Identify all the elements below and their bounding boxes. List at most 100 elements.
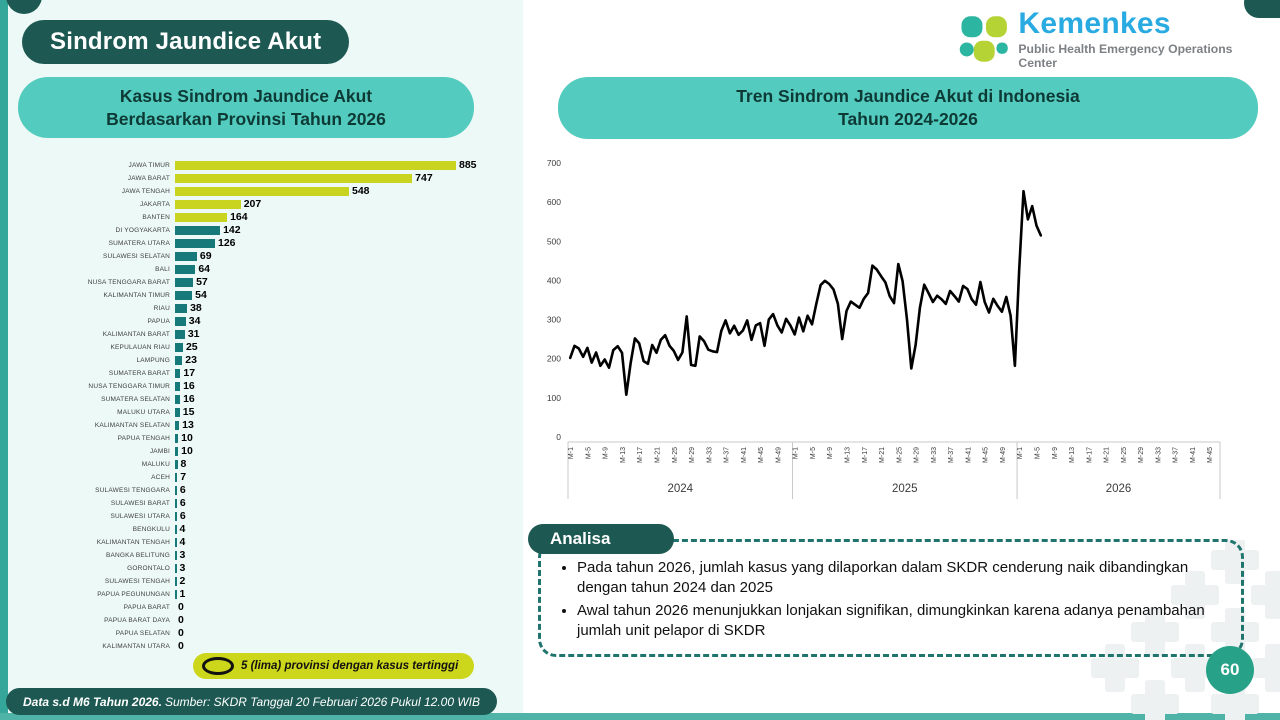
bar-label: SULAWESI UTARA (110, 513, 170, 520)
x-axis-week-label: M-29 (689, 447, 696, 463)
bar-label: JAWA BARAT (127, 175, 170, 182)
y-axis-tick-label: 400 (547, 275, 561, 285)
bar-row: JAWA BARAT 747 (82, 172, 512, 185)
bar-label: SULAWESI TENGGARA (95, 487, 170, 494)
bar-row: PAPUA SELATAN 0 (82, 627, 512, 640)
bar-label: NUSA TENGGARA BARAT (87, 279, 170, 286)
analysis-bullet: Awal tahun 2026 menunjukkan lonjakan sig… (577, 601, 1223, 642)
bar-row: PAPUA BARAT 0 (82, 601, 512, 614)
bar (175, 329, 185, 340)
bar-label: DI YOGYAKARTA (115, 227, 170, 234)
logo-text: Kemenkes Public Health Emergency Operati… (1018, 8, 1258, 70)
bar-value: 13 (182, 419, 194, 432)
bar-label: KALIMANTAN BARAT (102, 331, 170, 338)
bar-label: JAMBI (149, 448, 170, 455)
line-chart-title-line1: Tren Sindrom Jaundice Akut di Indonesia (736, 86, 1080, 107)
bar-chart-title-line1: Kasus Sindrom Jaundice Akut (119, 85, 373, 106)
highlight-oval-icon (202, 657, 234, 675)
x-axis-week-label: M-49 (775, 447, 782, 463)
bar-row: PAPUA 34 (82, 315, 512, 328)
bar-label: JAKARTA (139, 201, 170, 208)
bar (175, 420, 180, 431)
bar-row: RIAU 38 (82, 302, 512, 315)
bar-label: PAPUA SELATAN (115, 630, 170, 637)
bar-label: RIAU (153, 305, 170, 312)
bar-label: SUMATERA UTARA (108, 240, 170, 247)
bar (175, 498, 177, 509)
kemenkes-logo: Kemenkes Public Health Emergency Operati… (958, 8, 1258, 70)
x-axis-week-label: M-5 (810, 447, 817, 459)
x-axis-week-label: M-29 (914, 447, 921, 463)
bar (175, 342, 183, 353)
y-axis-tick-label: 500 (547, 236, 561, 246)
bar-chart-title: Kasus Sindrom Jaundice Akut Berdasarkan … (18, 77, 474, 138)
bar-row: SULAWESI TENGGARA 6 (82, 484, 512, 497)
bar (175, 550, 177, 561)
bar-label: KALIMANTAN TIMUR (103, 292, 170, 299)
bar-value: 57 (196, 276, 208, 289)
legend-label: 5 (lima) provinsi dengan kasus tertinggi (241, 660, 459, 672)
x-axis-year-label: 2025 (892, 483, 918, 495)
page-title-label: Sindrom Jaundice Akut (50, 28, 322, 55)
bar-label: JAWA TIMUR (128, 162, 170, 169)
bar-label: GORONTALO (127, 565, 170, 572)
bar-value: 16 (183, 380, 195, 393)
bar (175, 355, 183, 366)
bar-label: PAPUA PEGUNUNGAN (97, 591, 170, 598)
x-axis-week-label: M-17 (862, 447, 869, 463)
data-source-footer: Data s.d M6 Tahun 2026. Sumber: SKDR Tan… (6, 688, 498, 715)
bar-label: KALIMANTAN TENGAH (96, 539, 170, 546)
bar-value: 3 (179, 549, 186, 562)
bar (175, 199, 241, 210)
bar (175, 394, 181, 405)
y-axis-tick-label: 300 (547, 315, 561, 325)
bar-value: 64 (198, 263, 210, 276)
bar (175, 225, 221, 236)
bar-value: 0 (178, 614, 184, 627)
bar-value: 15 (182, 406, 195, 419)
bar-value: 54 (195, 289, 207, 302)
analysis-badge: Analisa (528, 524, 674, 554)
bar (175, 433, 179, 444)
x-axis-week-label: M-37 (724, 447, 731, 463)
page-number-badge: 60 (1206, 646, 1254, 694)
bar-label: BANGKA BELITUNG (105, 552, 170, 559)
x-axis-week-label: M-45 (983, 447, 990, 463)
bar (175, 303, 188, 314)
bar-value: 38 (190, 302, 202, 315)
bar-row: SULAWESI SELATAN 69 (82, 250, 512, 263)
x-axis-week-label: M-33 (1155, 447, 1162, 463)
x-axis-week-label: M-21 (879, 447, 886, 463)
x-axis-week-label: M-17 (1086, 447, 1093, 463)
bar-value: 4 (179, 536, 186, 549)
bar (175, 511, 177, 522)
bar (175, 251, 197, 262)
x-axis-week-label: M-21 (655, 447, 662, 463)
bar-value: 10 (181, 432, 193, 445)
bar-value: 23 (185, 354, 197, 367)
bar-value: 885 (458, 159, 477, 172)
x-axis-week-label: M-33 (931, 447, 938, 463)
bar-label: SULAWESI TENGAH (104, 578, 170, 585)
bar-row: BANGKA BELITUNG 3 (82, 549, 512, 562)
bar-row: KALIMANTAN TIMUR 54 (82, 289, 512, 302)
bar-chart-legend: 5 (lima) provinsi dengan kasus tertinggi (193, 653, 475, 679)
x-axis-week-label: M-17 (637, 447, 644, 463)
bar-label: MALUKU (141, 461, 170, 468)
x-axis-week-label: M-9 (603, 447, 610, 459)
x-axis-week-label: M-29 (1138, 447, 1145, 463)
bar-row: ACEH 7 (82, 471, 512, 484)
bar-label: SUMATERA BARAT (108, 370, 170, 377)
analysis-badge-label: Analisa (550, 529, 611, 548)
bar-value: 6 (179, 497, 186, 510)
bar-chart-title-line2: Berdasarkan Provinsi Tahun 2026 (106, 108, 386, 129)
footer-source: Sumber: SKDR Tanggal 20 Februari 2026 Pu… (164, 694, 481, 709)
bar-value: 0 (178, 601, 184, 614)
bar-value: 164 (230, 211, 248, 224)
bar-label: PAPUA BARAT (123, 604, 170, 611)
bar-label: SULAWESI SELATAN (102, 253, 170, 260)
analysis-bullet-list: Pada tahun 2026, jumlah kasus yang dilap… (551, 558, 1223, 641)
bar (175, 576, 177, 587)
kemenkes-clover-icon (959, 16, 1008, 62)
